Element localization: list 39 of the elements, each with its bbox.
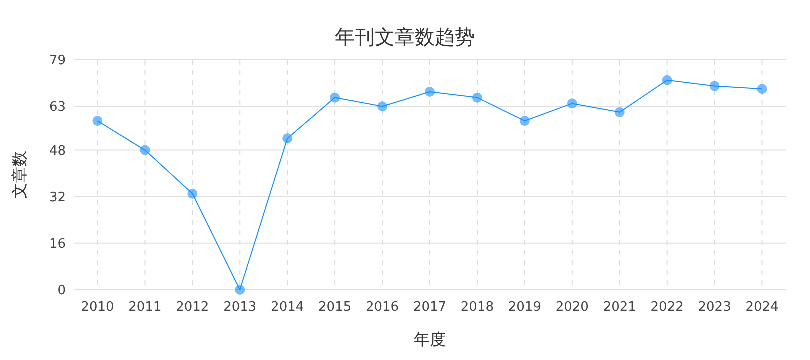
chart-title: 年刊文章数趋势 [335,25,475,49]
x-tick-label: 2014 [271,300,304,315]
x-tick-label: 2021 [603,300,636,315]
x-tick-label: 2017 [413,300,447,315]
y-tick-label: 32 [49,190,66,206]
x-tick-label: 2019 [508,300,542,315]
point [757,84,768,94]
point [472,92,482,103]
y-tick-label: 63 [49,100,66,116]
point [235,285,246,295]
x-tick-label: 2024 [746,300,779,315]
x-axis-title: 年度 [414,330,446,349]
point [188,188,198,199]
x-tick-label: 2013 [224,300,257,315]
point [662,75,672,86]
point [614,107,625,118]
point [378,102,388,112]
y-tick-label: 16 [49,236,66,252]
x-tick-label: 2022 [650,300,684,315]
point [520,116,530,126]
y-axis-title: 文章数 [10,151,29,199]
x-tick-label: 2010 [81,300,114,315]
y-tick-label: 79 [49,54,66,68]
point [425,87,435,98]
point [92,116,103,126]
x-tick-label: 2016 [366,300,400,315]
x-tick-label: 2020 [556,300,589,315]
point [282,134,293,144]
x-tick-label: 2018 [460,300,494,315]
point [567,98,578,109]
point [140,145,150,156]
x-tick-label: 2015 [318,300,352,315]
y-tick-label: 48 [49,144,66,159]
x-tick-label: 2012 [176,300,210,315]
y-tick-label: 0 [58,284,66,298]
x-tick-label: 2011 [128,300,162,315]
x-tick-label: 2023 [698,300,732,315]
point [330,92,340,103]
point [710,81,720,92]
